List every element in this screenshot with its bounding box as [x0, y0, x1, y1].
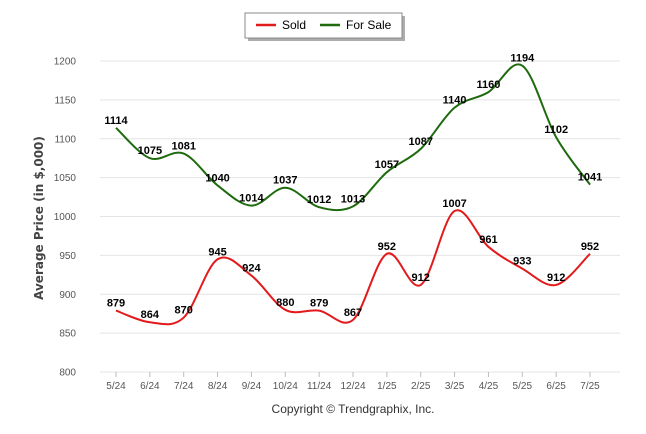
copyright-credit: Copyright © Trendgraphix, Inc. — [272, 402, 435, 416]
data-label-for-sale: 1037 — [273, 175, 297, 187]
data-label-for-sale: 1194 — [510, 53, 535, 65]
y-axis-label: Average Price (in $,000) — [32, 136, 46, 300]
x-tick-label: 6/25 — [546, 381, 566, 392]
series-line-sold — [115, 209, 591, 326]
data-label-sold: 879 — [107, 298, 125, 310]
x-tick-label: 5/24 — [106, 381, 126, 392]
data-label-sold: 879 — [310, 298, 328, 310]
x-tick-label: 12/24 — [340, 381, 365, 392]
data-label-for-sale: 1013 — [341, 193, 365, 205]
y-tick-label: 900 — [59, 290, 76, 301]
data-label-sold: 880 — [276, 297, 294, 309]
y-tick-label: 800 — [59, 368, 76, 379]
data-label-for-sale: 1087 — [408, 136, 432, 148]
data-label-for-sale: 1040 — [205, 172, 229, 184]
data-label-sold: 952 — [378, 241, 396, 253]
legend-sold-label: Sold — [282, 18, 306, 32]
x-tick-label: 9/24 — [242, 381, 262, 392]
data-label-sold: 924 — [242, 263, 261, 275]
grid-lines — [100, 60, 620, 373]
y-tick-label: 1000 — [54, 212, 77, 223]
y-tick-label: 850 — [59, 329, 76, 340]
y-tick-label: 1050 — [54, 173, 77, 184]
data-label-sold: 1007 — [442, 198, 466, 210]
x-tick-label: 5/25 — [513, 381, 533, 392]
x-tick-label: 11/24 — [307, 381, 332, 392]
data-label-for-sale: 1102 — [544, 124, 568, 136]
x-tick-label: 7/25 — [580, 381, 600, 392]
y-tick-label: 1150 — [54, 95, 76, 106]
x-tick-label: 10/24 — [273, 381, 298, 392]
data-label-sold: 870 — [175, 305, 193, 317]
data-label-sold: 912 — [547, 272, 565, 284]
x-tick-label: 4/25 — [479, 381, 499, 392]
x-tick-label: 7/24 — [174, 381, 194, 392]
series-lines — [115, 63, 591, 326]
data-label-for-sale: 1140 — [443, 95, 467, 107]
y-axis-ticks: 800 850 900 950 1000 1050 1100 1150 1200 — [54, 57, 77, 379]
y-tick-label: 1100 — [54, 134, 76, 145]
data-label-sold: 864 — [141, 309, 160, 321]
y-tick-label: 1200 — [54, 57, 77, 68]
data-label-sold: 961 — [479, 234, 497, 246]
y-tick-label: 950 — [59, 251, 76, 262]
data-label-for-sale: 1075 — [138, 145, 162, 157]
data-label-for-sale: 1057 — [375, 159, 399, 171]
x-tick-label: 2/25 — [411, 381, 431, 392]
data-label-for-sale: 1014 — [239, 193, 264, 205]
data-label-sold: 867 — [344, 307, 362, 319]
x-axis-ticks: 5/24 6/24 7/24 8/24 9/24 10/24 11/24 12/24 1/25 2… — [106, 372, 600, 392]
data-label-sold: 952 — [581, 241, 599, 253]
data-labels: 879 864 870 945 924 880 879 867 952 912 1007 961 933… — [104, 53, 602, 322]
data-label-for-sale: 1012 — [307, 194, 331, 206]
data-label-sold: 912 — [412, 272, 430, 284]
data-label-for-sale: 1114 — [104, 115, 128, 127]
data-label-sold: 945 — [208, 246, 226, 258]
data-label-for-sale: 1081 — [171, 141, 195, 153]
data-label-for-sale: 1160 — [476, 79, 500, 91]
data-label-for-sale: 1041 — [578, 172, 602, 184]
x-tick-label: 6/24 — [140, 381, 160, 392]
legend-for-sale-label: For Sale — [346, 18, 392, 32]
x-tick-label: 8/24 — [208, 381, 228, 392]
series-line-for-sale — [115, 63, 591, 212]
data-label-sold: 933 — [513, 256, 531, 268]
legend: Sold For Sale — [244, 12, 405, 41]
x-tick-label: 3/25 — [445, 381, 465, 392]
x-tick-label: 1/25 — [377, 381, 397, 392]
